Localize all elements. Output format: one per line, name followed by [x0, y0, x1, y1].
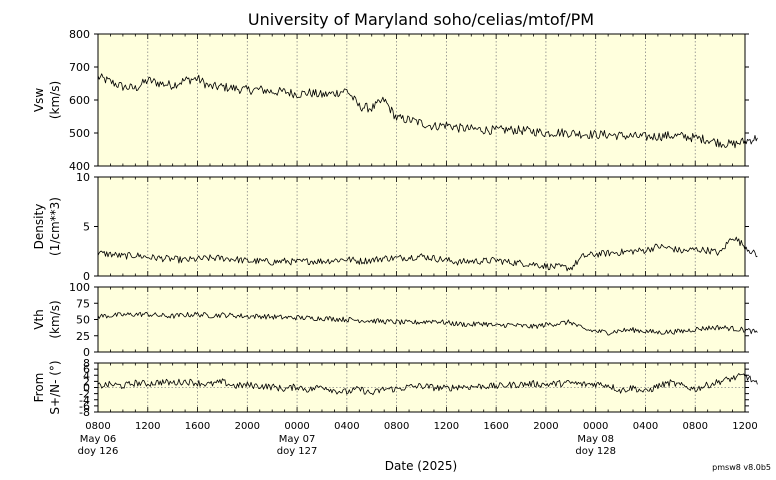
y-tick-label: 25 — [76, 330, 90, 343]
y-tick-label: -2 — [79, 388, 90, 401]
series-line — [97, 236, 758, 272]
x-axis: 0800 1200 1600 2000 0000 0400 0800 1200 1600 2000… — [78, 421, 758, 457]
y-tick-label: 0 — [83, 346, 90, 359]
y-tick-label: 700 — [69, 61, 90, 74]
y-tick-label: 2 — [83, 375, 90, 388]
y-tick-label: 50 — [76, 314, 90, 327]
x-tick-label: 1200 — [135, 421, 160, 432]
doy-label: doy 128 — [575, 446, 616, 457]
y-tick-label: 4 — [83, 369, 90, 382]
y-tick-label: 600 — [69, 94, 90, 107]
y-axis-label-line1: Density — [32, 204, 46, 250]
y-tick-label: -6 — [79, 400, 90, 413]
series-line — [97, 373, 758, 396]
panel-1: 400 500 600 700 800 Vsw (km/s) — [32, 28, 758, 173]
series-line — [97, 73, 758, 149]
y-axis-label-line2: (1/cm**3) — [48, 197, 62, 256]
date-label: May 07 — [279, 434, 316, 445]
y-axis-label-line2: (km/s) — [48, 300, 62, 338]
panel-3: 0 25 50 75 100 Vth (km/s) — [32, 281, 758, 359]
x-tick-label: 0400 — [633, 421, 658, 432]
y-axis-label-line1: From — [32, 373, 46, 403]
version-label: pmsw8 v8.0b5 — [712, 463, 771, 472]
y-tick-label: 800 — [69, 28, 90, 41]
y-tick-label: 75 — [76, 297, 90, 310]
x-tick-label: 0000 — [284, 421, 309, 432]
series-line — [97, 311, 758, 336]
y-tick-label: 0 — [83, 382, 90, 395]
date-label: May 08 — [577, 434, 614, 445]
y-tick-label: 5 — [83, 221, 90, 234]
x-tick-label: 2000 — [533, 421, 558, 432]
y-axis-label-line2: S+/N- (°) — [48, 360, 62, 414]
x-tick-label: 2000 — [235, 421, 260, 432]
x-tick-label: 0800 — [683, 421, 708, 432]
y-tick-label: 0 — [83, 270, 90, 283]
panel-background — [98, 34, 745, 166]
x-tick-label: 1600 — [483, 421, 508, 432]
x-tick-label: 0800 — [384, 421, 409, 432]
doy-label: doy 127 — [277, 446, 318, 457]
date-label: May 06 — [80, 434, 117, 445]
y-tick-label: 100 — [69, 281, 90, 294]
x-tick-label: 1600 — [185, 421, 210, 432]
panel-background — [98, 287, 745, 352]
y-tick-label: -8 — [79, 406, 90, 419]
panel-2: 0 5 10 Density (1/cm**3) — [32, 171, 758, 283]
doy-label: doy 126 — [78, 446, 119, 457]
y-axis-label-line1: Vsw — [32, 88, 46, 112]
x-tick-label: 0400 — [334, 421, 359, 432]
x-tick-label: 1200 — [434, 421, 459, 432]
y-tick-label: 6 — [83, 363, 90, 376]
y-tick-label: 8 — [83, 357, 90, 370]
x-tick-label: 1200 — [732, 421, 757, 432]
y-tick-label: 400 — [69, 160, 90, 173]
x-tick-label: 0800 — [85, 421, 110, 432]
y-tick-label: -4 — [79, 394, 90, 407]
y-tick-label: 500 — [69, 127, 90, 140]
x-axis-label: Date (2025) — [385, 459, 457, 473]
y-tick-label: 10 — [76, 171, 90, 184]
panel-background — [98, 177, 745, 276]
x-tick-label: 0000 — [583, 421, 608, 432]
y-axis-label-line1: Vth — [32, 309, 46, 330]
chart-title: University of Maryland soho/celias/mtof/… — [248, 10, 594, 29]
y-axis-label-line2: (km/s) — [48, 81, 62, 119]
